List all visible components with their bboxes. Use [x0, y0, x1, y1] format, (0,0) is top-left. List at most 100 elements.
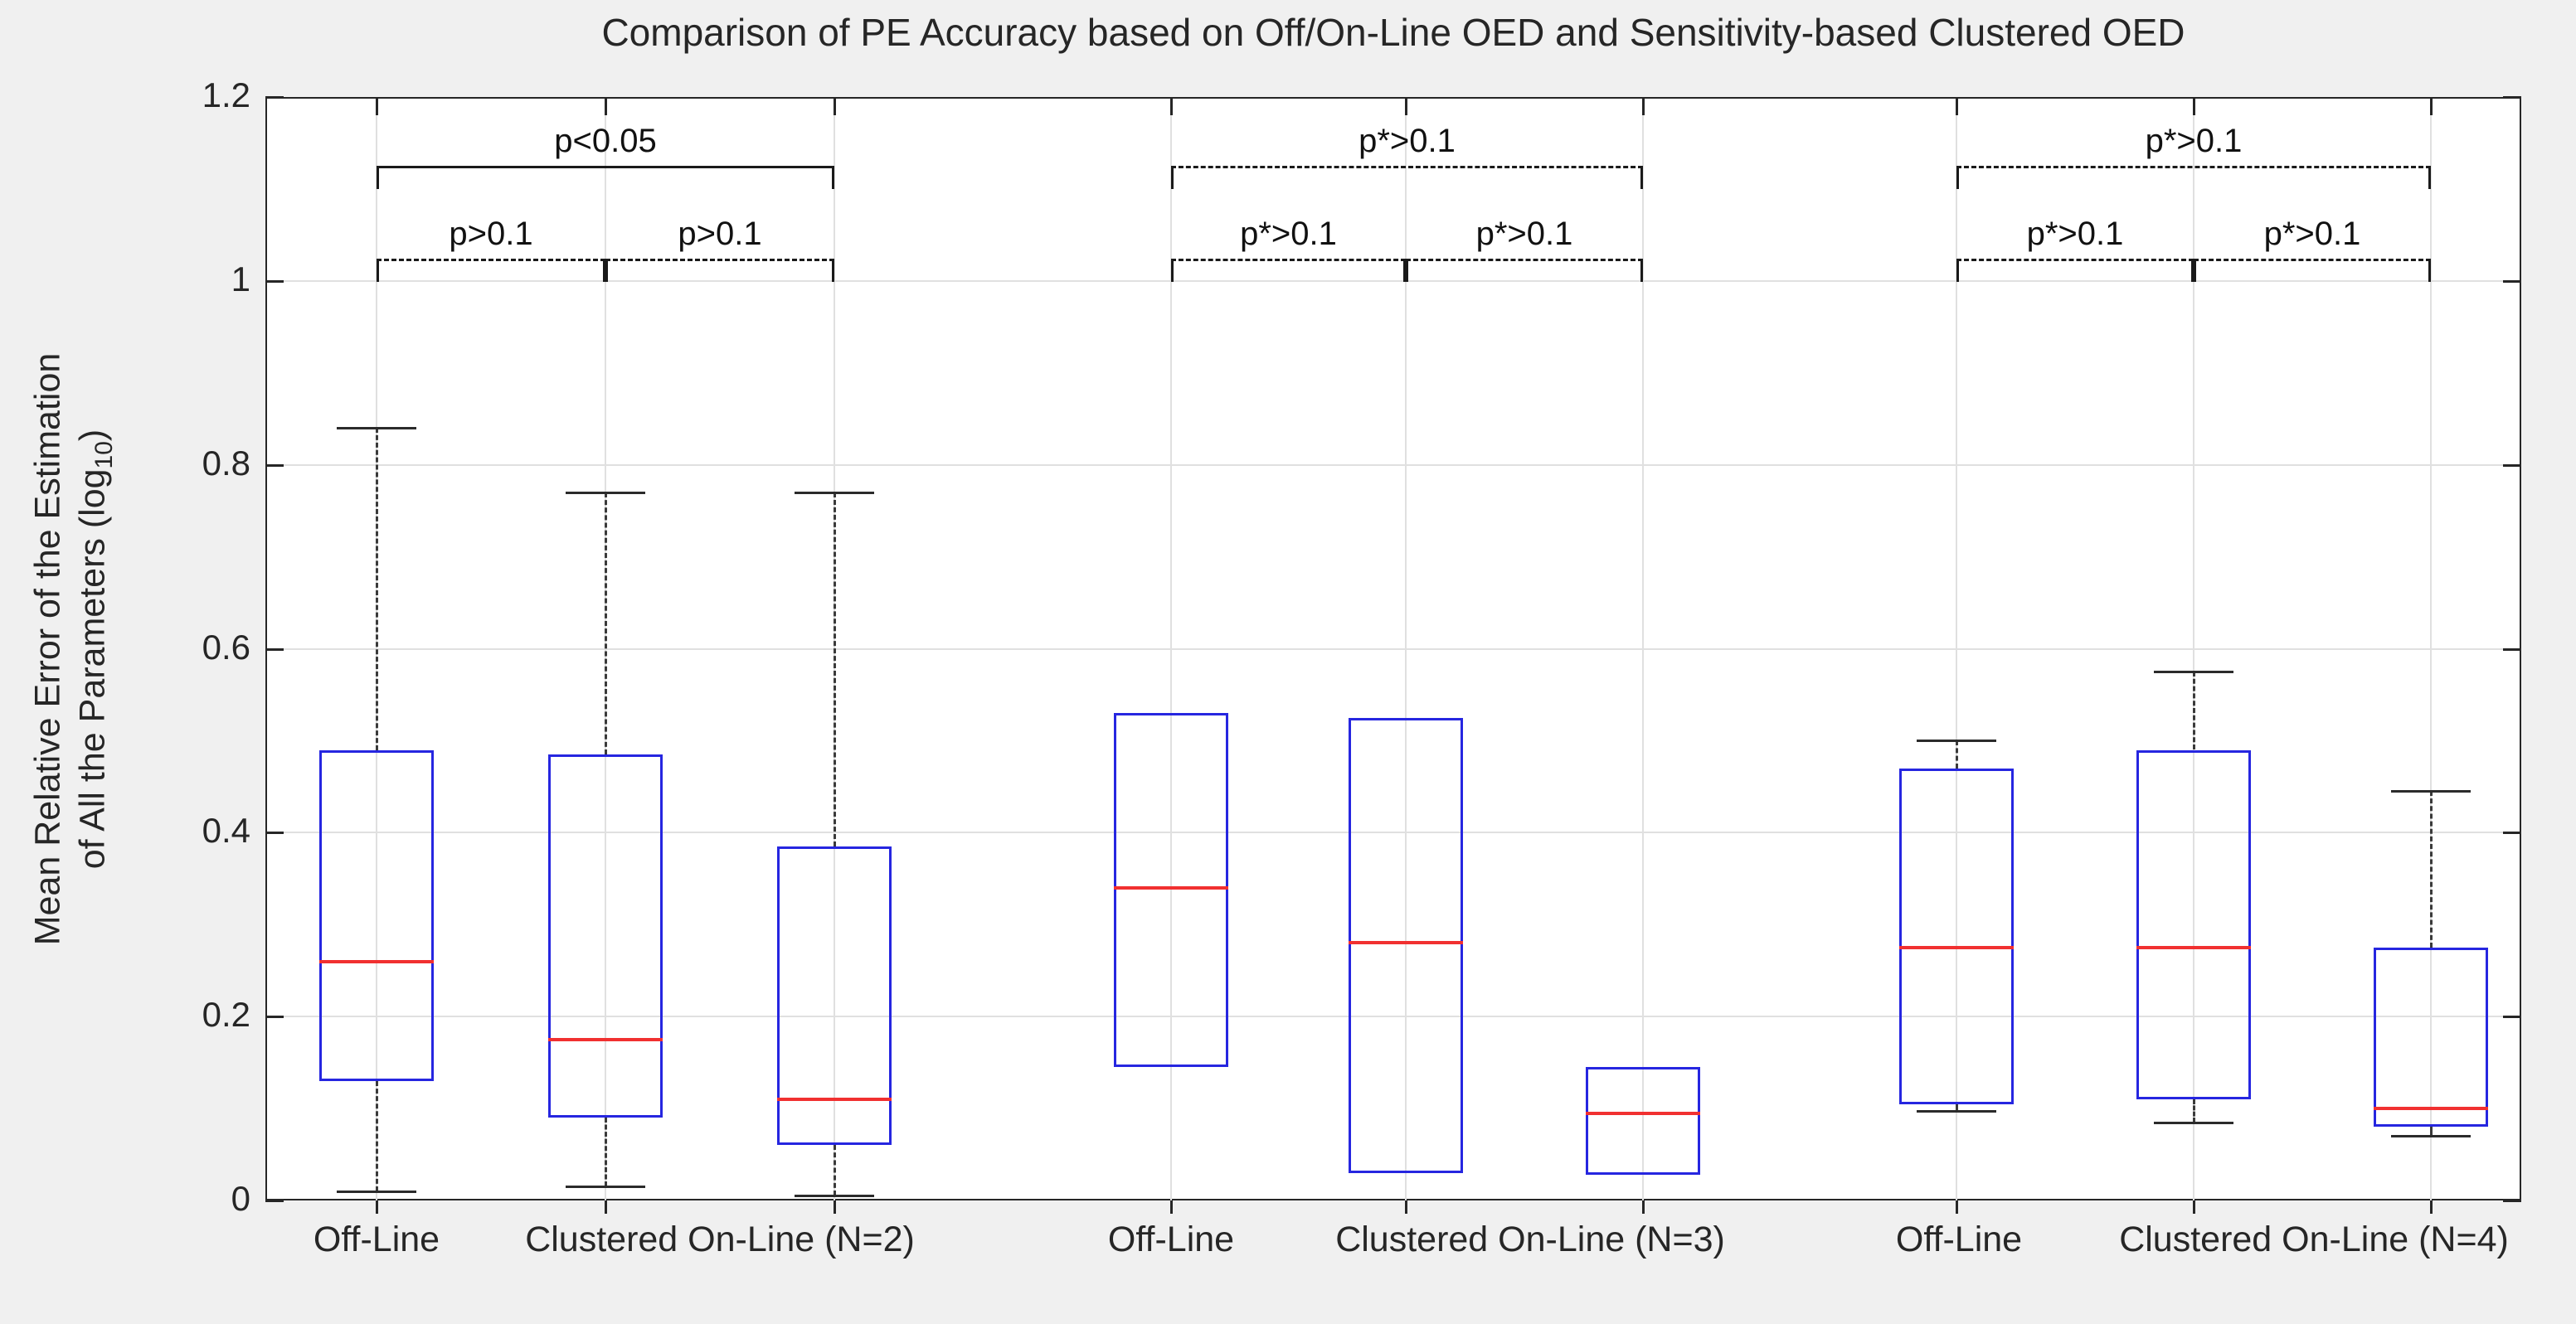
y-tick-mark: [2503, 1016, 2521, 1019]
x-gridline: [2193, 97, 2194, 1200]
x-tick-mark: [1170, 97, 1173, 115]
upper-whisker-cap: [2391, 790, 2471, 793]
lower-whisker: [834, 1145, 836, 1196]
y-axis-label-subscript: 10: [90, 441, 118, 469]
x-gridline: [2430, 97, 2432, 1200]
y-tick-label: 0.2: [202, 995, 250, 1035]
y-gridline: [265, 279, 2521, 282]
upper-whisker-cap: [566, 491, 645, 494]
significance-label: p<0.05: [554, 123, 657, 160]
upper-whisker: [1956, 740, 1958, 769]
y-tick-mark: [265, 1200, 284, 1202]
significance-label: p*>0.1: [2263, 216, 2361, 253]
x-tick-mark: [1405, 97, 1407, 115]
significance-bracket: [377, 259, 605, 262]
median-line: [2374, 1107, 2488, 1111]
upper-whisker-cap: [337, 427, 416, 430]
bracket-end: [832, 166, 834, 190]
y-gridline: [265, 832, 2521, 834]
bracket-end: [2428, 259, 2431, 283]
bracket-end: [605, 259, 608, 283]
bracket-end: [1406, 259, 1408, 283]
x-tick-mark: [2193, 1200, 2195, 1214]
bracket-end: [2191, 259, 2194, 283]
x-tick-mark: [605, 97, 607, 115]
y-axis-label: Mean Relative Error of the Estimation of…: [27, 353, 120, 946]
y-axis-label-line2: of All the Parameters (log10): [72, 429, 118, 870]
lower-whisker-cap: [2391, 1135, 2471, 1138]
boxplot-box: [777, 846, 892, 1146]
upper-whisker: [605, 492, 607, 755]
x-gridline: [1405, 97, 1407, 1200]
y-tick-mark: [265, 647, 284, 651]
significance-label: p*>0.1: [2145, 123, 2243, 160]
significance-bracket: [605, 259, 834, 262]
upper-whisker: [834, 492, 836, 846]
bracket-end: [2194, 259, 2196, 283]
bracket-end: [1171, 166, 1174, 190]
upper-whisker: [2193, 672, 2195, 750]
lower-whisker-cap: [2154, 1121, 2233, 1124]
boxplot-box: [548, 754, 663, 1118]
x-tick-mark: [1642, 97, 1645, 115]
upper-whisker: [2430, 791, 2433, 948]
boxplot-box: [1586, 1067, 1700, 1175]
x-tick-mark: [1405, 1200, 1407, 1214]
y-gridline: [265, 1016, 2521, 1018]
bracket-end: [377, 259, 379, 283]
boxplot-box: [1349, 717, 1463, 1173]
median-line: [2136, 945, 2251, 949]
boxplot-box: [2136, 749, 2251, 1099]
x-tick-label: Off-Line: [313, 1220, 440, 1259]
significance-label: p*>0.1: [2026, 216, 2124, 253]
y-tick-mark: [2503, 96, 2521, 99]
y-gridline: [265, 463, 2521, 466]
boxplot-box: [2374, 947, 2488, 1128]
x-tick-mark: [2430, 97, 2433, 115]
x-gridline: [1642, 97, 1644, 1200]
significance-label: p>0.1: [449, 216, 533, 253]
bracket-end: [1956, 259, 1959, 283]
boxplot-box: [1899, 768, 2014, 1104]
significance-label: p>0.1: [678, 216, 762, 253]
y-tick-label: 1.2: [202, 75, 250, 114]
x-tick-label: Clustered On-Line (N=2): [525, 1220, 915, 1259]
y-tick-mark: [2503, 279, 2521, 283]
x-tick-mark: [1642, 1200, 1645, 1214]
median-line: [1114, 885, 1228, 890]
bracket-end: [1403, 259, 1406, 283]
x-tick-mark: [376, 97, 378, 115]
significance-bracket: [1956, 166, 2431, 169]
x-tick-label: Clustered On-Line (N=4): [2119, 1220, 2509, 1259]
bracket-end: [2428, 166, 2431, 190]
lower-whisker: [2430, 1127, 2433, 1137]
lower-whisker-cap: [337, 1190, 416, 1193]
x-tick-mark: [1170, 1200, 1173, 1214]
x-gridline: [1956, 97, 1957, 1200]
lower-whisker-cap: [795, 1195, 874, 1198]
y-tick-mark: [265, 832, 284, 835]
x-tick-label: Off-Line: [1895, 1220, 2023, 1259]
x-tick-mark: [1956, 1200, 1958, 1214]
median-line: [1349, 941, 1463, 945]
lower-whisker-cap: [566, 1186, 645, 1189]
upper-whisker-cap: [795, 491, 874, 494]
boxplot-box: [1114, 713, 1228, 1068]
significance-bracket: [1171, 259, 1406, 262]
significance-label: p*>0.1: [1358, 123, 1456, 160]
x-tick-mark: [2193, 97, 2195, 115]
lower-whisker: [2193, 1098, 2195, 1123]
bracket-end: [1956, 166, 1959, 190]
median-line: [548, 1037, 663, 1041]
median-line: [319, 959, 434, 963]
upper-whisker-cap: [2154, 671, 2233, 674]
bracket-end: [832, 259, 834, 283]
significance-bracket: [1171, 166, 1643, 169]
bracket-end: [603, 259, 605, 283]
y-tick-mark: [265, 96, 284, 99]
bracket-end: [1640, 166, 1643, 190]
x-tick-mark: [605, 1200, 607, 1214]
lower-whisker: [605, 1118, 607, 1187]
y-gridline: [265, 647, 2521, 650]
